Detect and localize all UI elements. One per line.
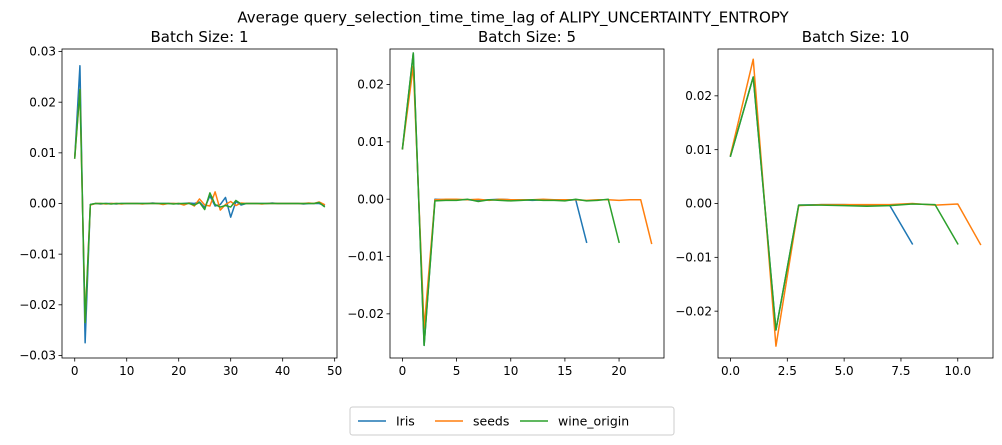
axes-frame (717, 48, 994, 359)
legend-label: seeds (473, 414, 509, 429)
legend: Iris seeds wine_origin (349, 406, 675, 436)
x-tick-label: 10 (119, 364, 134, 378)
x-tick-label: 0 (71, 364, 79, 378)
y-tick-label: −0.01 (675, 251, 712, 265)
y-tick-label: 0.01 (357, 135, 384, 149)
subplot-title: Batch Size: 10 (802, 28, 910, 46)
y-tick-label: 0.01 (29, 146, 56, 160)
y-tick-label: −0.02 (347, 307, 384, 321)
y-tick-label: −0.01 (19, 247, 56, 261)
y-tick-label: −0.01 (347, 250, 384, 264)
x-tick-label: 40 (275, 364, 290, 378)
series-line-wine-origin (401, 52, 620, 347)
subplots: Batch Size: 10 10 20 30 40 50−0.03−0.02−0.010… (19, 28, 994, 378)
x-tick-label: 10 (503, 364, 518, 378)
x-tick-label: 7.5 (891, 364, 910, 378)
y-tick-label: 0.02 (357, 78, 384, 92)
x-tick-label: 0 (399, 364, 407, 378)
y-tick-label: −0.02 (19, 298, 56, 312)
legend-entry-seeds: seeds (435, 414, 509, 429)
x-tick-label: 2.5 (778, 364, 797, 378)
subplot-2: Batch Size: 5 0 5 10 15 20 −0.02 −0.01 0.00 0.01 0… (347, 28, 665, 378)
subplot-title: Batch Size: 5 (478, 28, 576, 46)
subplot-3: Batch Size: 10 0.0 2.5 5.0 7.5 10.0 −0.02 −0.01… (675, 28, 994, 378)
legend-label: Iris (396, 414, 415, 429)
legend-entry-wine-origin: wine_origin (520, 414, 629, 429)
y-tick-label: 0.00 (29, 197, 56, 211)
y-tick-label: 0.02 (29, 95, 56, 109)
y-tick-label: 0.00 (357, 192, 384, 206)
y-tick-label: 0.03 (29, 45, 56, 59)
x-tick-label: 10.0 (944, 364, 971, 378)
legend-frame (349, 406, 675, 436)
x-tick-label: 20 (171, 364, 186, 378)
x-tick-label: 15 (557, 364, 572, 378)
axes-frame (389, 48, 665, 359)
subplot-1: Batch Size: 1 0 10 20 30 40 50 −0.03 −0.02 −0.01 0… (19, 28, 342, 378)
y-tick-label: 0.02 (685, 89, 712, 103)
y-tick-label: −0.03 (19, 349, 56, 363)
subplot-title: Batch Size: 1 (150, 28, 248, 46)
figure-title: Average query_selection_time_time_lag of… (237, 9, 789, 28)
x-tick-label: 50 (327, 364, 342, 378)
x-tick-label: 5.0 (835, 364, 854, 378)
legend-entry-iris: Iris (358, 414, 415, 429)
y-tick-label: 0.00 (685, 197, 712, 211)
y-tick-label: −0.02 (675, 304, 712, 318)
y-tick-label: 0.01 (685, 143, 712, 157)
x-tick-label: 30 (223, 364, 238, 378)
series-line-seeds (401, 65, 653, 329)
series-line-seeds (729, 58, 982, 347)
x-tick-label: 5 (453, 364, 461, 378)
series-line-wine-origin (729, 76, 959, 331)
series-line-wine-origin (73, 88, 326, 324)
series-line-seeds (73, 88, 326, 324)
legend-label: wine_origin (558, 414, 629, 429)
x-tick-label: 20 (611, 364, 626, 378)
x-tick-label: 0.0 (721, 364, 740, 378)
